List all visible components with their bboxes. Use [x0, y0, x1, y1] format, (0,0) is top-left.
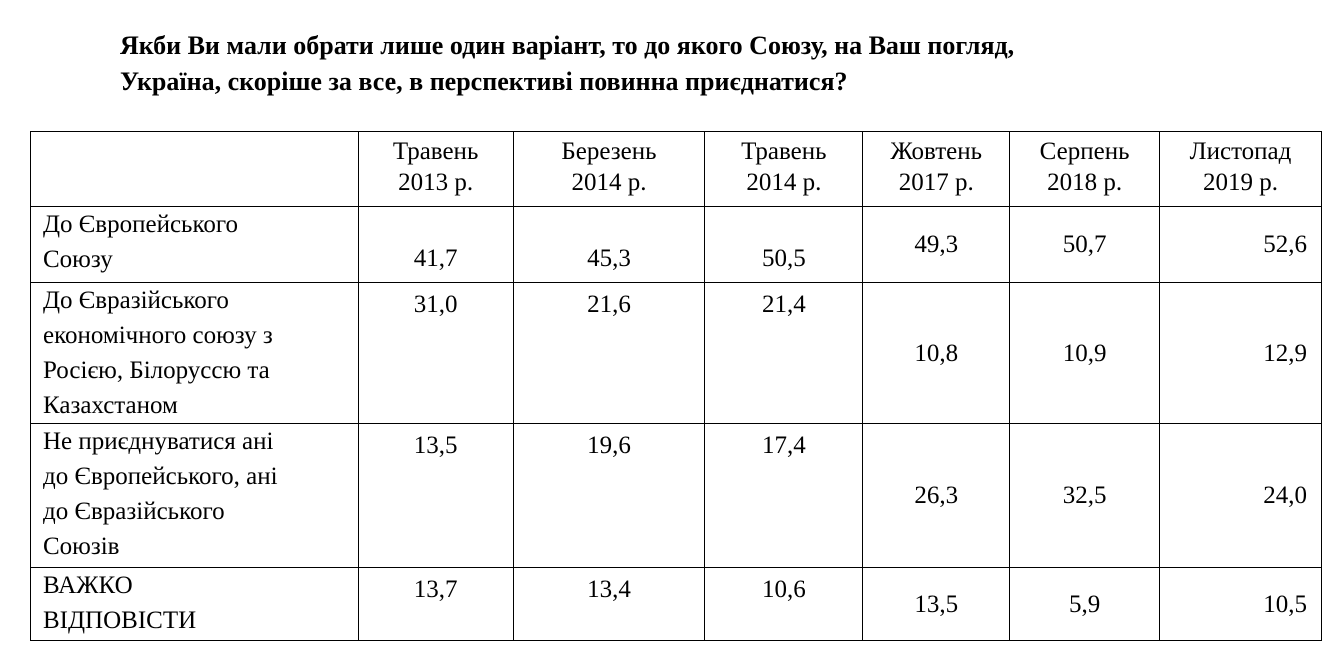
- value-cell: 5,9: [1009, 567, 1161, 641]
- header-cell: Травень 2014 р.: [704, 131, 864, 207]
- table-row: ВАЖКО ВІДПОВІСТИ 13,7 13,4 10,6 13,5 5,9 10,5: [30, 567, 1322, 641]
- value-cell: 50,7: [1009, 206, 1161, 283]
- value-cell: 13,7: [357, 567, 514, 641]
- value-cell: 13,5: [357, 423, 514, 568]
- row-label: ВАЖКО ВІДПОВІСТИ: [30, 567, 359, 641]
- row-label: Не приєднуватися ані до Європейського, а…: [30, 423, 359, 568]
- value-cell: 10,9: [1009, 282, 1161, 424]
- value-cell: 10,8: [862, 282, 1011, 424]
- header-cell: Березень 2014 р.: [512, 131, 706, 207]
- header-cell: Серпень 2018 р.: [1009, 131, 1161, 207]
- value-cell: 10,6: [704, 567, 864, 641]
- value-cell: 26,3: [862, 423, 1011, 568]
- value-cell: 21,4: [704, 282, 864, 424]
- row-label: До Євразійського економічного союзу з Ро…: [30, 282, 359, 424]
- value-cell: 50,5: [704, 206, 864, 283]
- value-cell: 13,4: [512, 567, 706, 641]
- value-cell: 31,0: [357, 282, 514, 424]
- row-label: До Європейського Союзу: [30, 206, 359, 283]
- header-cell: Листопад 2019 р.: [1159, 131, 1322, 207]
- table-row: Не приєднуватися ані до Європейського, а…: [30, 423, 1322, 568]
- value-cell: 41,7: [357, 206, 514, 283]
- header-row: Травень 2013 р. Березень 2014 р. Травень 2…: [30, 131, 1322, 207]
- value-cell: 12,9: [1159, 282, 1322, 424]
- value-cell: 24,0: [1159, 423, 1322, 568]
- title: Якби Ви мали обрати лише один варіант, т…: [120, 31, 1015, 96]
- value-cell: 52,6: [1159, 206, 1322, 283]
- value-cell: 49,3: [862, 206, 1011, 283]
- value-cell: 45,3: [512, 206, 706, 283]
- value-cell: 17,4: [704, 423, 864, 568]
- table-row: До Європейського Союзу 41,7 45,3 50,5 49,3 50…: [30, 206, 1322, 283]
- value-cell: 32,5: [1009, 423, 1161, 568]
- header-cell: Жовтень 2017 р.: [862, 131, 1011, 207]
- header-cell: [30, 131, 359, 207]
- table-row: До Євразійського економічного союзу з Ро…: [30, 282, 1322, 424]
- value-cell: 19,6: [512, 423, 706, 568]
- value-cell: 21,6: [512, 282, 706, 424]
- value-cell: 10,5: [1159, 567, 1322, 641]
- survey-table: Травень 2013 р. Березень 2014 р. Травень 2…: [30, 131, 1322, 641]
- value-cell: 13,5: [862, 567, 1011, 641]
- header-cell: Травень 2013 р.: [357, 131, 514, 207]
